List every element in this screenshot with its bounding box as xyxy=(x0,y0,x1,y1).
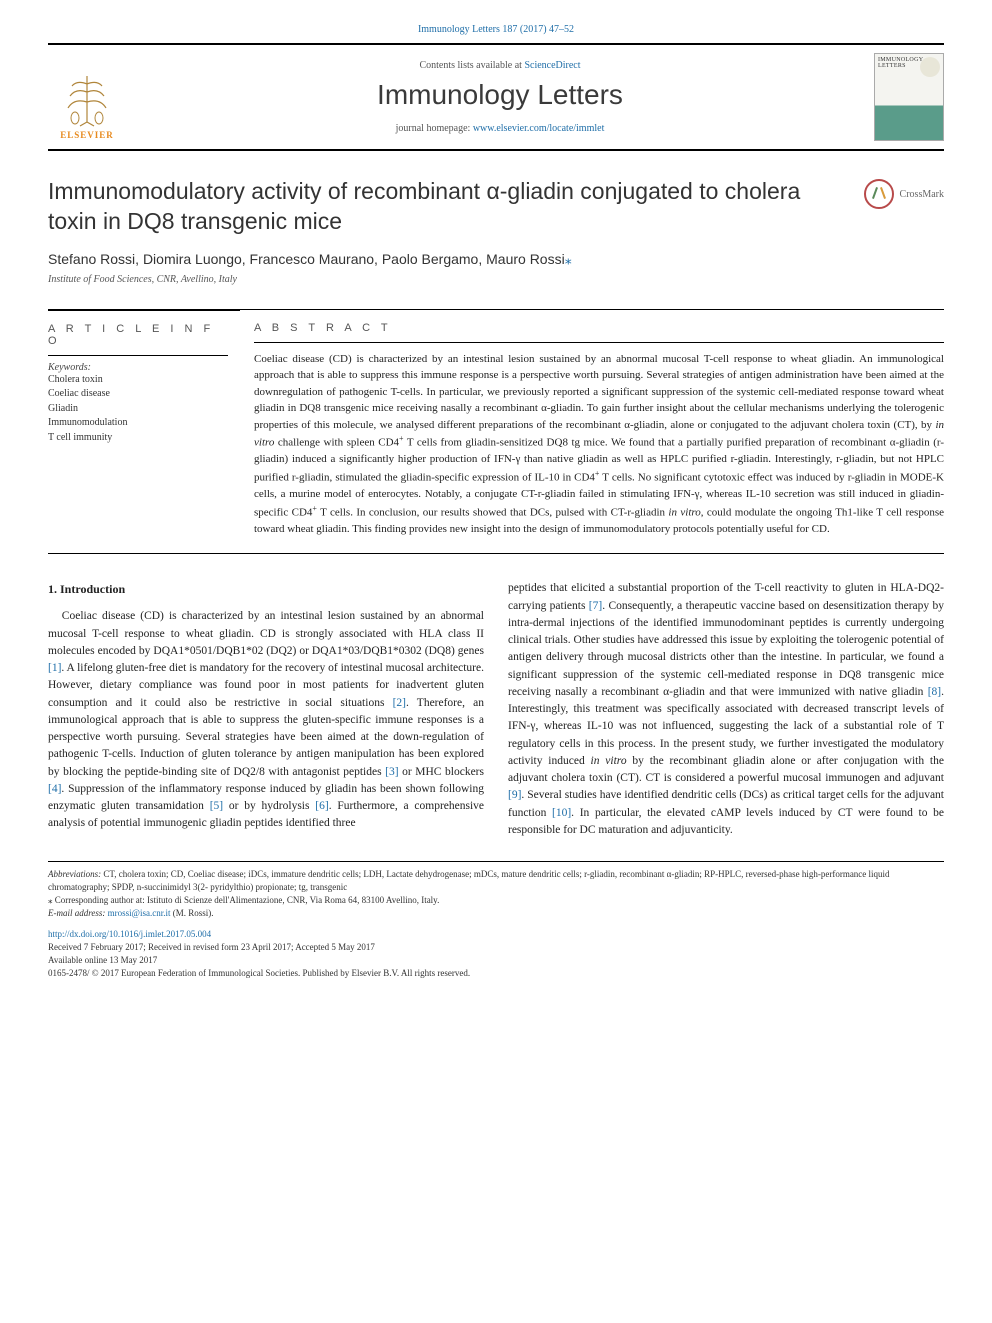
sciencedirect-link[interactable]: ScienceDirect xyxy=(524,60,580,71)
elsevier-label: ELSEVIER xyxy=(60,130,114,140)
article-info-heading: A R T I C L E I N F O xyxy=(48,323,228,347)
crossmark-icon xyxy=(864,179,894,209)
journal-citation: Immunology Letters 187 (2017) 47–52 xyxy=(48,24,944,35)
email-suffix: (M. Rossi). xyxy=(170,908,213,918)
received-line: Received 7 February 2017; Received in re… xyxy=(48,941,944,954)
affiliation: Institute of Food Sciences, CNR, Avellin… xyxy=(48,274,944,285)
abbreviations: Abbreviations: CT, cholera toxin; CD, Co… xyxy=(48,868,944,894)
body-paragraph-1: Coeliac disease (CD) is characterized by… xyxy=(48,608,484,832)
corresponding-author: ⁎ Corresponding author at: Istituto di S… xyxy=(48,894,944,907)
keywords-list: Cholera toxin Coeliac disease Gliadin Im… xyxy=(48,373,228,446)
journal-homepage: journal homepage: www.elsevier.com/locat… xyxy=(126,123,874,134)
corresponding-marker: ⁎ xyxy=(565,251,572,267)
abbrev-text: CT, cholera toxin; CD, Coeliac disease; … xyxy=(48,869,890,892)
footer: Abbreviations: CT, cholera toxin; CD, Co… xyxy=(48,861,944,980)
contents-prefix: Contents lists available at xyxy=(419,60,524,71)
online-line: Available online 13 May 2017 xyxy=(48,954,944,967)
crossmark-label: CrossMark xyxy=(900,189,944,200)
cover-emblem-icon xyxy=(920,57,940,77)
article-title: Immunomodulatory activity of recombinant… xyxy=(48,177,852,237)
info-divider xyxy=(48,355,228,356)
abstract-text: Coeliac disease (CD) is characterized by… xyxy=(254,351,944,537)
authors-text: Stefano Rossi, Diomira Luongo, Francesco… xyxy=(48,251,565,267)
keywords-label: Keywords: xyxy=(48,362,228,373)
corr-author-text: ⁎ Corresponding author at: Istituto di S… xyxy=(48,895,439,905)
abbrev-label: Abbreviations: xyxy=(48,869,101,879)
section-heading-intro: 1. Introduction xyxy=(48,580,484,598)
contents-available: Contents lists available at ScienceDirec… xyxy=(126,60,874,71)
body-paragraph-2: peptides that elicited a substantial pro… xyxy=(508,580,944,839)
elsevier-logo: ELSEVIER xyxy=(48,54,126,140)
journal-cover-thumbnail: IMMUNOLOGY LETTERS xyxy=(874,53,944,141)
email-link[interactable]: mrossi@isa.cnr.it xyxy=(108,908,171,918)
elsevier-tree-icon xyxy=(62,72,112,128)
email-label: E-mail address: xyxy=(48,908,108,918)
body-text: 1. Introduction Coeliac disease (CD) is … xyxy=(48,580,944,839)
crossmark-badge[interactable]: CrossMark xyxy=(864,179,944,209)
homepage-prefix: journal homepage: xyxy=(396,123,473,134)
abstract-divider xyxy=(254,342,944,343)
homepage-link[interactable]: www.elsevier.com/locate/immlet xyxy=(473,123,605,134)
email-line: E-mail address: mrossi@isa.cnr.it (M. Ro… xyxy=(48,907,944,920)
copyright-line: 0165-2478/ © 2017 European Federation of… xyxy=(48,967,944,980)
journal-header: ELSEVIER Contents lists available at Sci… xyxy=(48,43,944,151)
authors-line: Stefano Rossi, Diomira Luongo, Francesco… xyxy=(48,251,944,268)
abstract-heading: A B S T R A C T xyxy=(254,322,944,334)
doi-link[interactable]: http://dx.doi.org/10.1016/j.imlet.2017.0… xyxy=(48,929,211,939)
journal-title: Immunology Letters xyxy=(126,79,874,111)
